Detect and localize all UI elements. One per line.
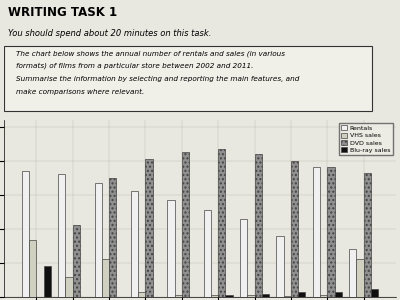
Bar <box>66 277 73 297</box>
Text: The chart below shows the annual number of rentals and sales (in various: The chart below shows the annual number … <box>16 50 285 57</box>
Bar <box>131 191 138 297</box>
Bar <box>146 159 153 297</box>
Bar <box>240 219 247 297</box>
Bar <box>298 292 306 297</box>
Bar <box>291 160 298 297</box>
Bar <box>44 266 51 297</box>
Bar <box>247 295 254 297</box>
Text: formats) of films from a particular store between 2002 and 2011.: formats) of films from a particular stor… <box>16 62 253 69</box>
Text: Summarise the information by selecting and reporting the main features, and: Summarise the information by selecting a… <box>16 76 299 82</box>
Bar <box>204 210 211 297</box>
Bar <box>29 240 36 297</box>
Text: WRITING TASK 1: WRITING TASK 1 <box>8 6 117 19</box>
Text: You should spend about 20 minutes on this task.: You should spend about 20 minutes on thi… <box>8 29 211 38</box>
Bar <box>58 174 66 297</box>
Bar <box>356 260 364 297</box>
Bar <box>254 154 262 297</box>
Bar <box>371 289 378 297</box>
Bar <box>276 236 284 297</box>
Bar <box>73 225 80 297</box>
Bar <box>94 183 102 297</box>
FancyBboxPatch shape <box>4 46 372 111</box>
Bar <box>211 295 218 297</box>
Bar <box>226 295 233 297</box>
Bar <box>218 149 226 297</box>
Bar <box>22 171 29 297</box>
Text: make comparisons where relevant.: make comparisons where relevant. <box>16 88 144 94</box>
Bar <box>102 260 109 297</box>
Bar <box>334 292 342 297</box>
Bar <box>174 295 182 297</box>
Bar <box>313 167 320 297</box>
Bar <box>284 296 291 297</box>
Bar <box>327 167 334 297</box>
Bar <box>167 200 174 297</box>
Bar <box>138 292 146 297</box>
Legend: Rentals, VHS sales, DVD sales, Blu-ray sales: Rentals, VHS sales, DVD sales, Blu-ray s… <box>339 123 393 155</box>
Bar <box>364 173 371 297</box>
Bar <box>109 178 116 297</box>
Bar <box>320 295 327 297</box>
Bar <box>182 152 189 297</box>
Bar <box>262 294 269 297</box>
Bar <box>349 249 356 297</box>
